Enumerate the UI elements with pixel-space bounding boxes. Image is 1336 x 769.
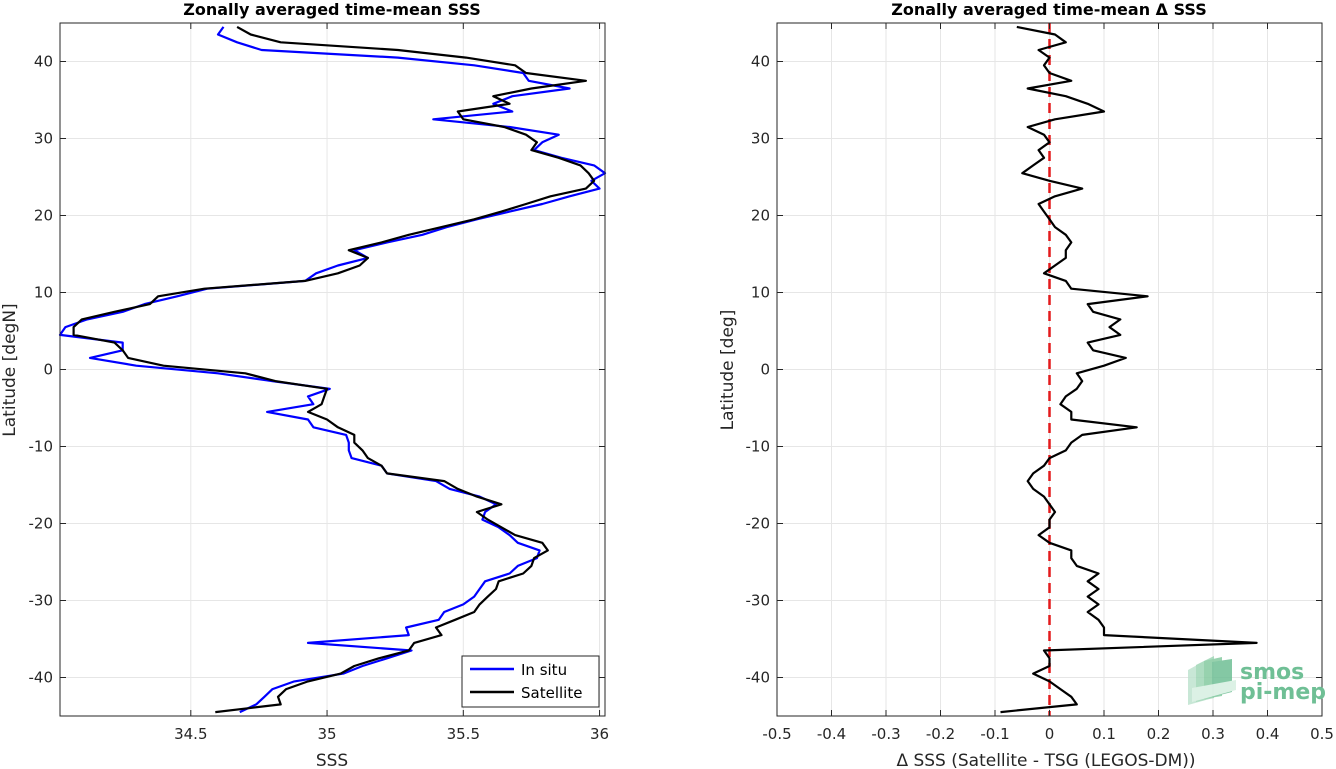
left-x-axis-label: SSS — [316, 751, 348, 769]
left-ytick-label: -40 — [29, 669, 54, 687]
right-xtick-label: 0 — [1045, 725, 1055, 743]
right-xtick-label: 0.2 — [1147, 725, 1171, 743]
right-ytick-label: 30 — [751, 130, 770, 148]
left-series-satellite — [72, 25, 596, 714]
right-ytick-label: 10 — [751, 284, 770, 302]
left-ytick-label: -20 — [29, 515, 54, 533]
left-ytick-label: 20 — [34, 207, 53, 225]
left-ytick-label: 40 — [34, 53, 53, 71]
left-xtick-label: 35 — [318, 725, 337, 743]
legend-label-in-situ: In situ — [521, 661, 567, 679]
logo-text-smos: smos — [1240, 660, 1304, 685]
right-ticks: -0.5 -0.4 -0.3 -0.2 -0.1 0 0.1 0.2 0.3 0.4 0.5 -40 -… — [746, 23, 1334, 743]
left-y-axis-label: Latitude [degN] — [0, 303, 20, 436]
left-ytick-label: 30 — [34, 130, 53, 148]
right-ytick-label: -40 — [746, 669, 771, 687]
right-xtick-label: 0.4 — [1256, 725, 1280, 743]
right-xtick-label: -0.5 — [762, 725, 791, 743]
legend-box — [461, 655, 600, 708]
right-chart: -0.5 -0.4 -0.3 -0.2 -0.1 0 0.1 0.2 0.3 0.4 0.5 -40 -… — [718, 0, 1334, 769]
left-ytick-label: 10 — [34, 284, 53, 302]
left-xtick-label: 34.5 — [174, 725, 207, 743]
right-xtick-label: -0.4 — [817, 725, 846, 743]
right-ytick-label: 20 — [751, 207, 770, 225]
right-ytick-label: -30 — [746, 592, 771, 610]
left-series-in-situ — [58, 26, 607, 714]
legend-label-satellite: Satellite — [521, 684, 582, 702]
left-xtick-label: 35.5 — [447, 725, 480, 743]
left-chart-title: Zonally averaged time-mean SSS — [183, 0, 481, 19]
legend: In situ Satellite — [461, 655, 600, 708]
right-y-axis-label: Latitude [deg] — [718, 310, 738, 431]
right-ytick-label: -20 — [746, 515, 771, 533]
right-series-line — [1000, 25, 1258, 714]
right-xtick-label: 0.5 — [1310, 725, 1334, 743]
right-xtick-label: -0.2 — [926, 725, 955, 743]
left-xtick-label: 36 — [590, 725, 609, 743]
left-ticks: 34.5 35 35.5 36 -40 -30 -20 -10 0 10 20 30 40 — [29, 23, 609, 743]
left-chart: 34.5 35 35.5 36 -40 -30 -20 -10 0 10 20 30 40 Zonall… — [0, 0, 609, 769]
left-grid — [60, 23, 605, 716]
right-ytick-label: 0 — [760, 361, 770, 379]
right-xtick-label: 0.3 — [1201, 725, 1225, 743]
left-ytick-label: -30 — [29, 592, 54, 610]
right-ytick-label: -10 — [746, 438, 771, 456]
smos-pimep-logo: smos pi-mep — [1188, 656, 1326, 705]
right-xtick-label: -0.3 — [871, 725, 900, 743]
right-chart-title: Zonally averaged time-mean Δ SSS — [891, 0, 1207, 19]
right-ytick-label: 40 — [751, 53, 770, 71]
right-x-axis-label: Δ SSS (Satellite - TSG (LEGOS-DM)) — [896, 751, 1195, 769]
right-xtick-label: 0.1 — [1092, 725, 1116, 743]
logo-mark-icon — [1188, 656, 1236, 705]
left-ytick-label: 0 — [43, 361, 53, 379]
right-series-group — [1000, 25, 1258, 714]
right-xtick-label: -0.1 — [980, 725, 1009, 743]
logo-text-pimep: pi-mep — [1240, 680, 1326, 705]
left-ytick-label: -10 — [29, 438, 54, 456]
left-series-group — [58, 25, 607, 714]
